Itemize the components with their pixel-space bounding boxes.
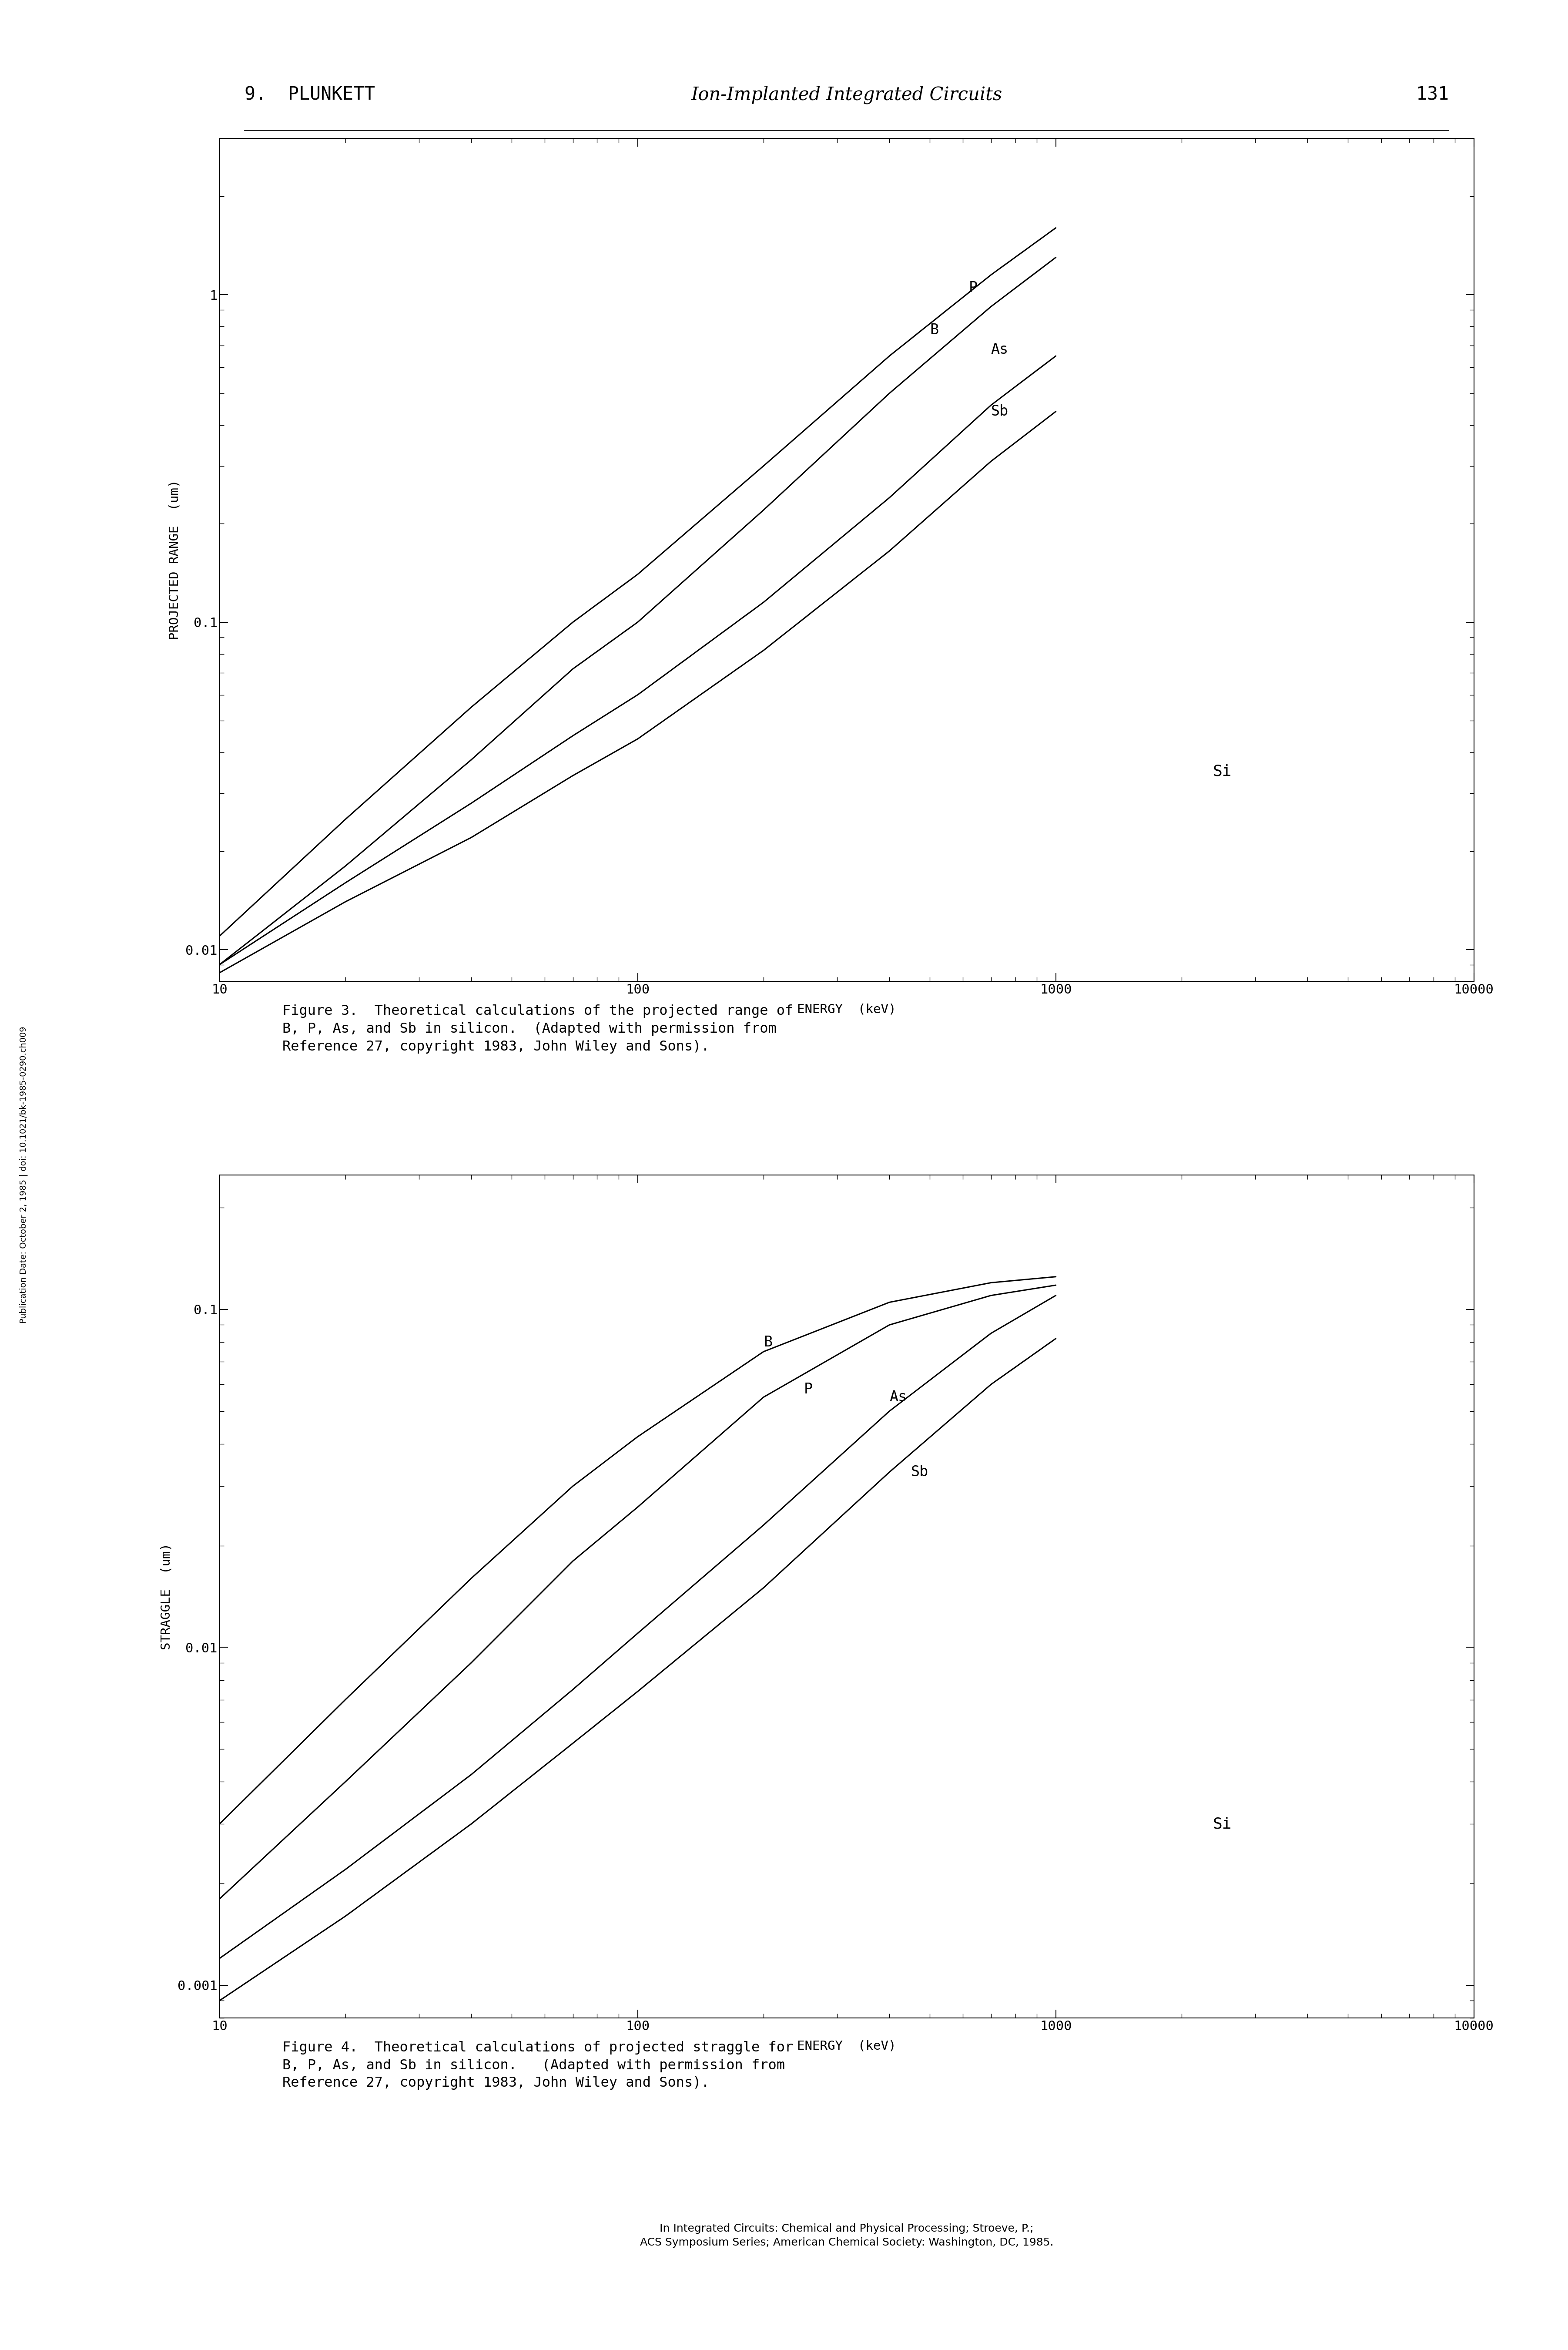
Text: 131: 131 bbox=[1416, 85, 1449, 103]
Text: Sb: Sb bbox=[911, 1464, 928, 1478]
Text: Si: Si bbox=[1212, 764, 1231, 778]
Text: Publication Date: October 2, 1985 | doi: 10.1021/bk-1985-0290.ch009: Publication Date: October 2, 1985 | doi:… bbox=[19, 1027, 28, 1323]
X-axis label: ENERGY  (keV): ENERGY (keV) bbox=[797, 2040, 897, 2052]
Text: Sb: Sb bbox=[991, 404, 1008, 418]
Text: In Integrated Circuits: Chemical and Physical Processing; Stroeve, P.;
ACS Sympo: In Integrated Circuits: Chemical and Phy… bbox=[640, 2223, 1054, 2247]
Text: Si: Si bbox=[1212, 1817, 1231, 1831]
Text: Ion-Implanted Integrated Circuits: Ion-Implanted Integrated Circuits bbox=[691, 85, 1002, 103]
Text: P: P bbox=[804, 1382, 812, 1396]
Y-axis label: STRAGGLE  (um): STRAGGLE (um) bbox=[160, 1544, 172, 1650]
Text: As: As bbox=[889, 1389, 906, 1405]
Text: As: As bbox=[991, 343, 1008, 357]
Text: 9.  PLUNKETT: 9. PLUNKETT bbox=[245, 85, 375, 103]
Text: B: B bbox=[764, 1335, 773, 1349]
Text: B: B bbox=[930, 322, 939, 338]
X-axis label: ENERGY  (keV): ENERGY (keV) bbox=[797, 1003, 897, 1015]
Text: Figure 3.  Theoretical calculations of the projected range of
B, P, As, and Sb i: Figure 3. Theoretical calculations of th… bbox=[282, 1003, 793, 1053]
Text: P: P bbox=[969, 280, 978, 296]
Text: Figure 4.  Theoretical calculations of projected straggle for
B, P, As, and Sb i: Figure 4. Theoretical calculations of pr… bbox=[282, 2042, 793, 2089]
Y-axis label: PROJECTED RANGE  (um): PROJECTED RANGE (um) bbox=[168, 479, 180, 639]
